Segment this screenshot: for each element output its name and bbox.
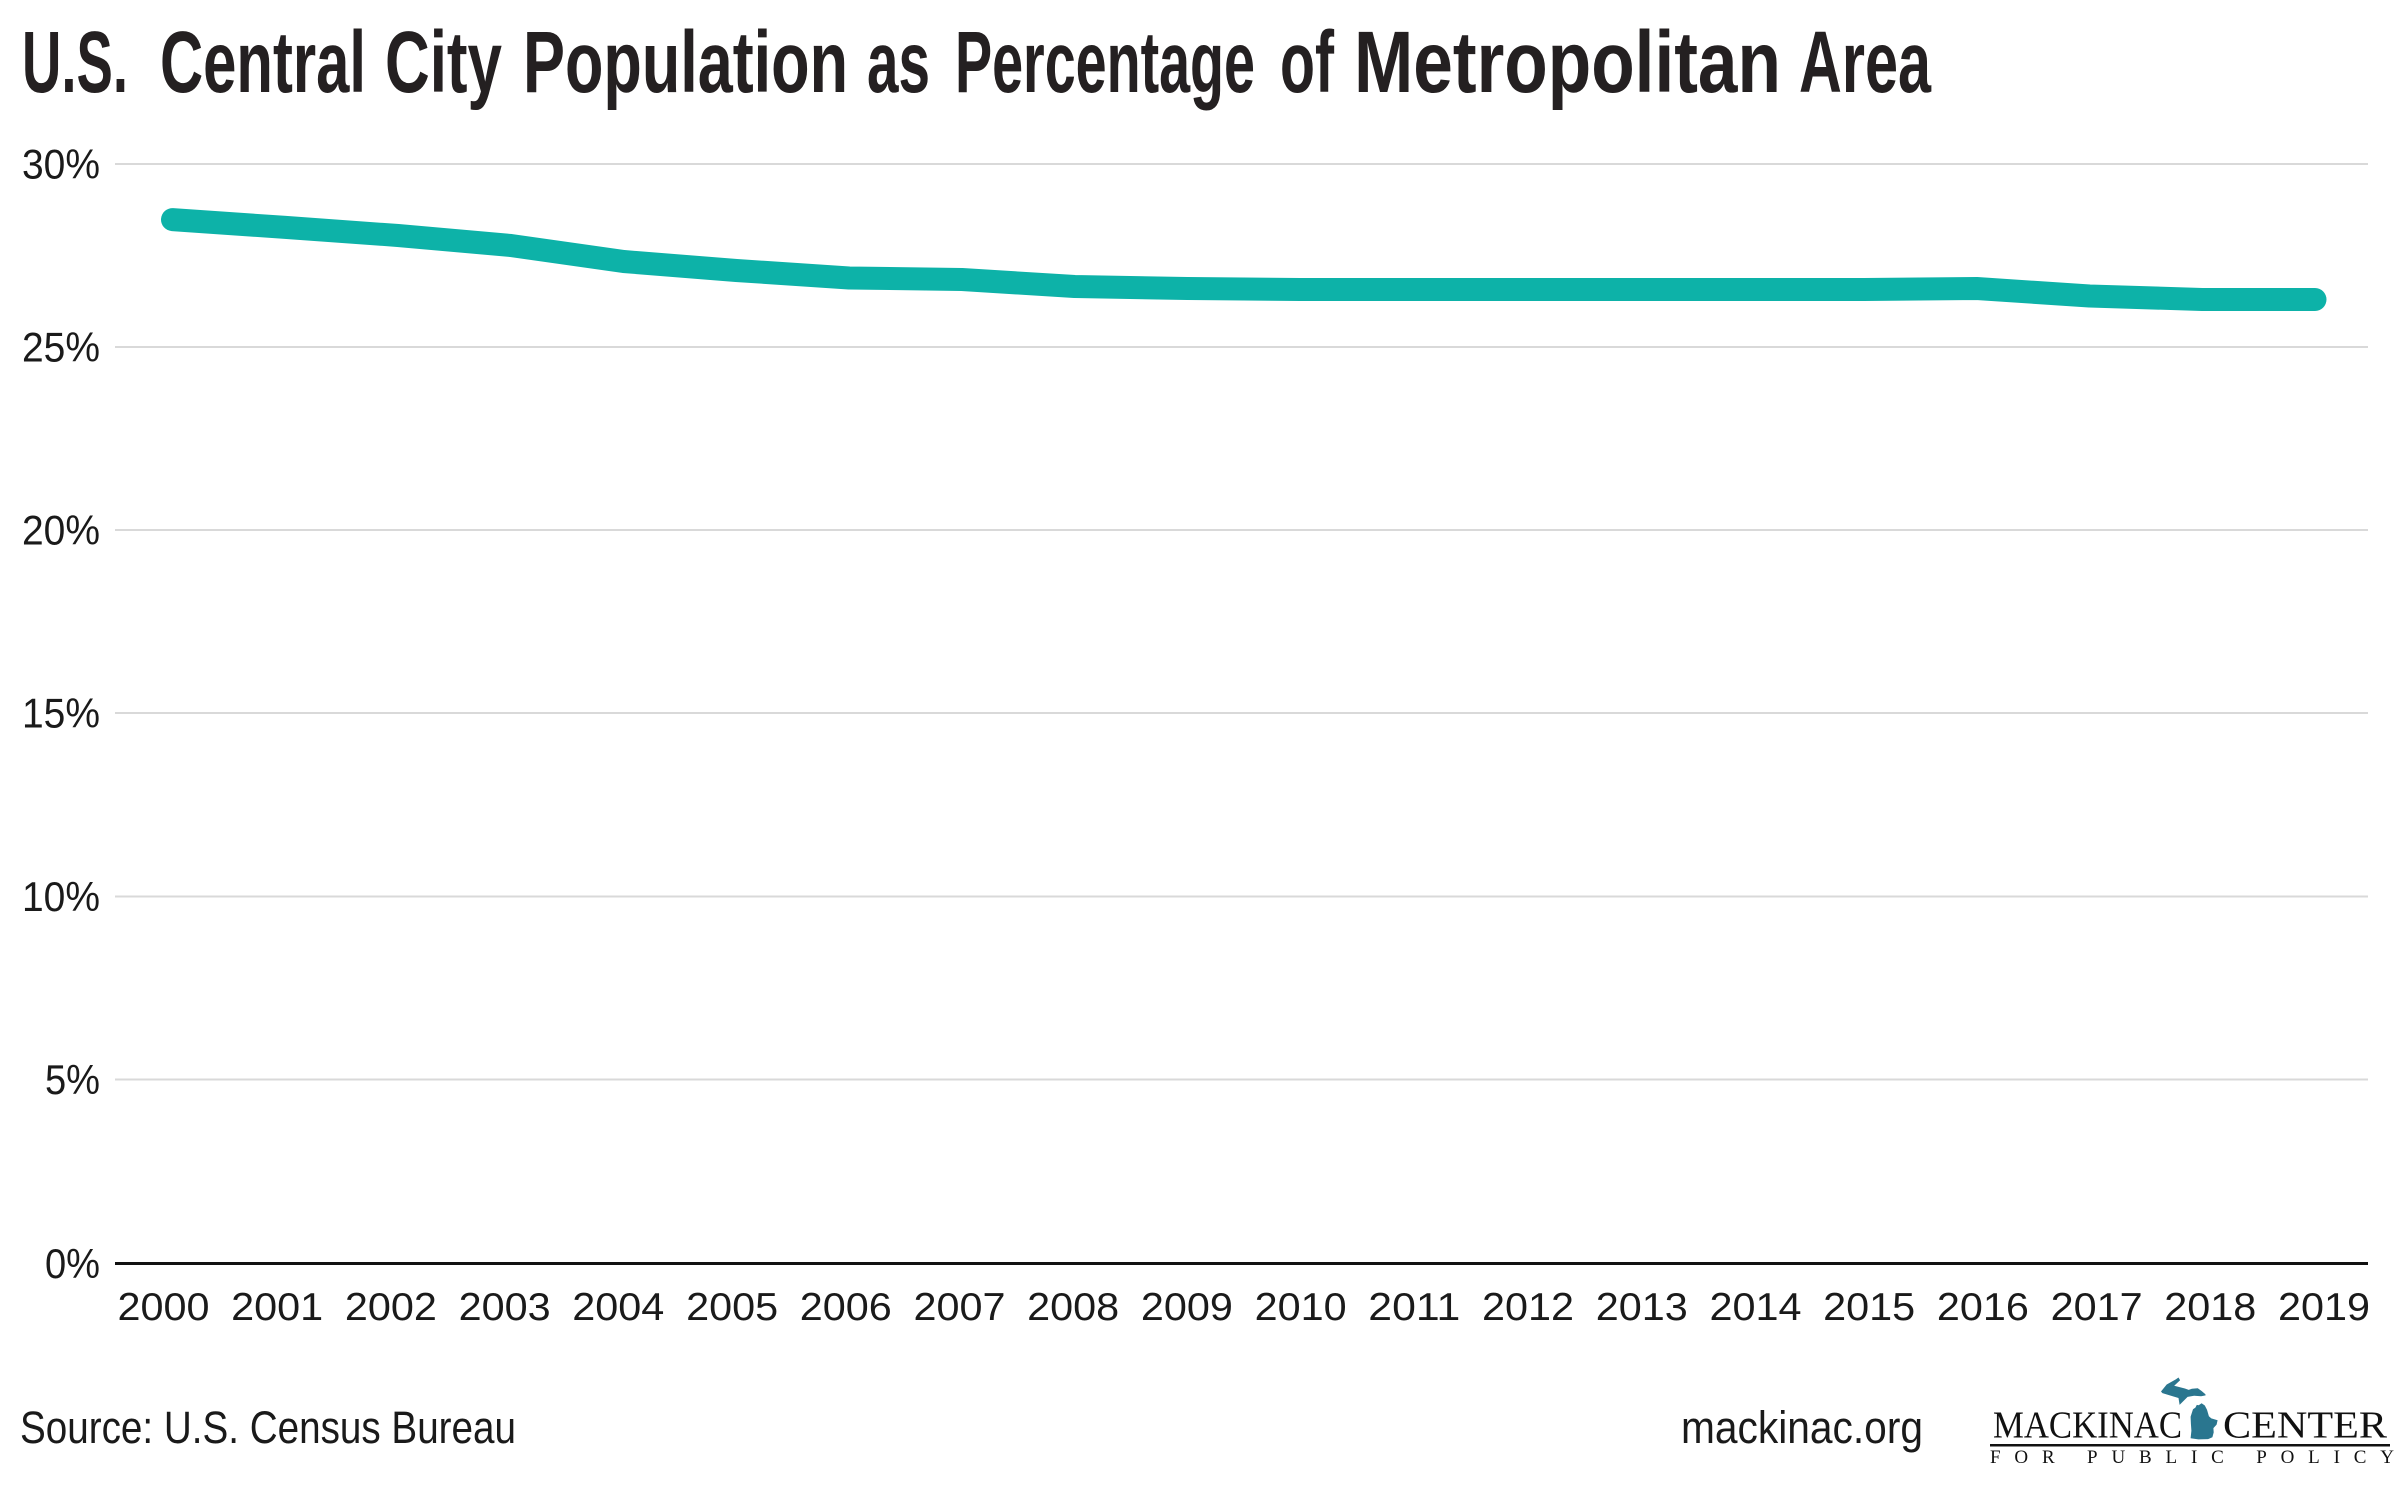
svg-text:2003: 2003 xyxy=(459,1286,551,1329)
svg-text:Source: U.S. Census Bureau: Source: U.S. Census Bureau xyxy=(20,1402,516,1453)
svg-text:2006: 2006 xyxy=(800,1286,892,1329)
svg-text:2010: 2010 xyxy=(1255,1286,1347,1329)
svg-text:25%: 25% xyxy=(22,324,100,371)
svg-text:U.S.: U.S. xyxy=(22,14,128,111)
svg-text:2008: 2008 xyxy=(1027,1286,1119,1329)
svg-text:2005: 2005 xyxy=(686,1286,778,1329)
svg-text:2011: 2011 xyxy=(1368,1286,1460,1329)
svg-text:2001: 2001 xyxy=(231,1286,323,1329)
svg-text:2014: 2014 xyxy=(1710,1286,1802,1329)
svg-text:of: of xyxy=(1280,14,1335,111)
svg-text:2018: 2018 xyxy=(2164,1286,2256,1329)
svg-text:15%: 15% xyxy=(22,690,100,737)
svg-text:FOR PUBLIC POLICY: FOR PUBLIC POLICY xyxy=(1990,1447,2400,1468)
svg-text:2007: 2007 xyxy=(914,1286,1006,1329)
svg-text:2012: 2012 xyxy=(1482,1286,1574,1329)
svg-text:Population: Population xyxy=(523,14,848,111)
svg-text:20%: 20% xyxy=(22,507,100,554)
svg-text:2016: 2016 xyxy=(1937,1286,2029,1329)
svg-text:30%: 30% xyxy=(22,141,100,188)
svg-text:2019: 2019 xyxy=(2278,1286,2370,1329)
svg-text:Area: Area xyxy=(1799,14,1931,111)
svg-text:CENTER: CENTER xyxy=(2223,1405,2388,1447)
svg-text:2000: 2000 xyxy=(118,1286,210,1329)
svg-text:0%: 0% xyxy=(45,1240,100,1287)
svg-text:as: as xyxy=(867,14,930,111)
svg-text:10%: 10% xyxy=(22,873,100,920)
svg-text:2015: 2015 xyxy=(1823,1286,1915,1329)
svg-text:2013: 2013 xyxy=(1596,1286,1688,1329)
svg-text:2002: 2002 xyxy=(345,1286,437,1329)
svg-text:Metropolitan: Metropolitan xyxy=(1354,14,1781,111)
svg-text:City: City xyxy=(385,14,502,111)
svg-text:Central: Central xyxy=(160,14,366,111)
svg-text:2009: 2009 xyxy=(1141,1286,1233,1329)
svg-text:mackinac.org: mackinac.org xyxy=(1681,1402,1923,1453)
svg-text:MACKINAC: MACKINAC xyxy=(1993,1405,2182,1447)
svg-text:Percentage: Percentage xyxy=(955,14,1255,111)
svg-text:5%: 5% xyxy=(45,1056,100,1103)
svg-text:2017: 2017 xyxy=(2051,1286,2143,1329)
svg-text:2004: 2004 xyxy=(572,1286,664,1329)
